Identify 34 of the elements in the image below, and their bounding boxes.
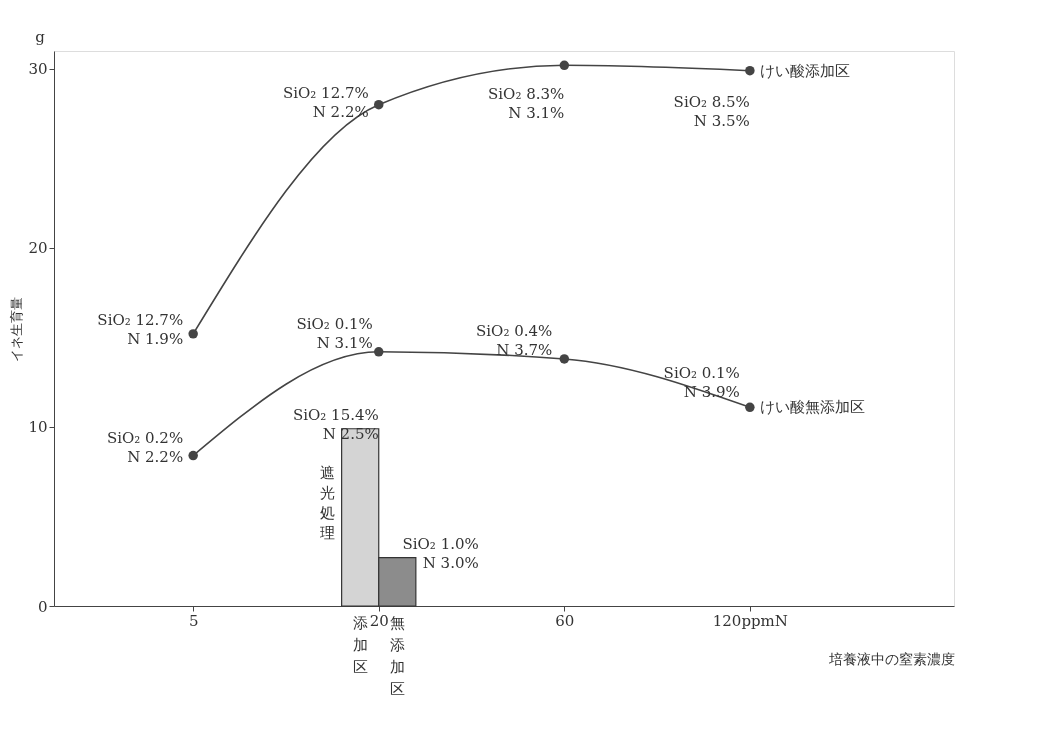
annotation: SiO₂ 8.3% N 3.1% — [488, 85, 565, 123]
annotation: 遮光処理 — [320, 464, 336, 543]
y-tick-label: 20 — [28, 239, 48, 258]
x-axis-title: 培養液中の窒素濃度 — [827, 650, 955, 667]
x-tick-label: 5 — [188, 611, 199, 630]
annotation: SiO₂ 8.5% N 3.5% — [673, 92, 750, 130]
point — [559, 354, 570, 364]
y-tick-label: 0 — [37, 597, 48, 616]
y-tick-label: 10 — [28, 418, 48, 437]
annotation: SiO₂ 1.0% N 3.0% — [402, 534, 479, 572]
annotation: SiO₂ 0.1% N 3.9% — [663, 364, 740, 402]
point — [188, 450, 198, 461]
y-axis-title: イネ生育量 — [9, 296, 25, 362]
annotation: SiO₂ 12.7% N 2.2% — [282, 83, 369, 121]
annotation: SiO₂ 12.7% N 1.9% — [97, 310, 184, 348]
series-label: 添加区 — [352, 614, 368, 676]
point — [188, 329, 198, 339]
annotation: SiO₂ 15.4% N 2.5% — [292, 405, 379, 443]
annotation: SiO₂ 0.1% N 3.1% — [296, 314, 373, 352]
series-label: けい酸無添加区 — [759, 398, 865, 417]
point — [745, 402, 755, 413]
y-tick-label: 30 — [28, 60, 48, 79]
annotation: SiO₂ 0.2% N 2.2% — [106, 428, 184, 466]
point — [559, 60, 570, 71]
series-label: 無添加区 — [389, 614, 405, 698]
text: g — [35, 28, 46, 46]
point — [374, 347, 384, 357]
annotation: SiO₂ 0.4% N 3.7% — [476, 321, 553, 359]
point — [374, 99, 384, 110]
x-tick-label: 120ppmN — [712, 611, 788, 630]
point — [745, 65, 755, 76]
x-tick-label: 20 — [369, 611, 389, 630]
x-tick-label: 60 — [555, 611, 575, 630]
series-label: けい酸添加区 — [759, 61, 850, 80]
